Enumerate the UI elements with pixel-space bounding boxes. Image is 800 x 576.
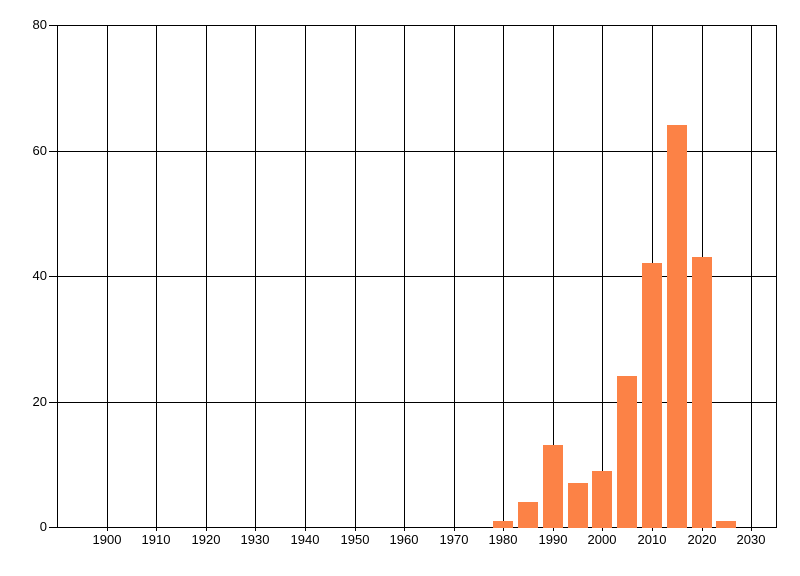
y-axis-tick-label: 20: [32, 394, 47, 409]
bar-2025: [716, 521, 736, 528]
bar-1980: [493, 521, 513, 528]
x-axis-tick-label: 1910: [141, 532, 171, 547]
x-gridline: [602, 25, 603, 531]
x-axis-tick-label: 2010: [637, 532, 667, 547]
x-axis-tick-label: 2020: [687, 532, 717, 547]
x-axis-tick-label: 1930: [240, 532, 270, 547]
bar-2015: [667, 125, 687, 528]
y-axis-tick-label: 60: [32, 143, 47, 158]
x-axis-tick-label: 1940: [290, 532, 320, 547]
bar-1995: [568, 483, 588, 528]
y-axis-tick-label: 80: [32, 17, 47, 32]
x-gridline: [503, 25, 504, 531]
x-gridline: [156, 25, 157, 531]
bar-2000: [592, 471, 612, 528]
x-axis-tick-label: 2000: [587, 532, 617, 547]
x-gridline: [751, 25, 752, 531]
bar-2020: [692, 257, 712, 528]
x-axis-tick-label: 2030: [736, 532, 766, 547]
plot-area: [57, 25, 777, 528]
y-gridline: [49, 402, 776, 403]
bar-1990: [543, 445, 563, 528]
x-gridline: [107, 25, 108, 531]
x-gridline: [404, 25, 405, 531]
x-gridline: [255, 25, 256, 531]
x-gridline: [206, 25, 207, 531]
y-axis-tick-label: 40: [32, 268, 47, 283]
x-axis-tick-label: 1900: [92, 532, 122, 547]
x-gridline: [355, 25, 356, 531]
x-axis-tick-label: 1950: [340, 532, 370, 547]
y-axis-tick-label: 0: [39, 519, 47, 534]
x-axis-tick-label: 1960: [389, 532, 419, 547]
x-axis-tick-label: 1970: [439, 532, 469, 547]
y-gridline: [49, 276, 776, 277]
y-gridline: [49, 151, 776, 152]
x-gridline: [454, 25, 455, 531]
x-axis-tick-label: 1990: [538, 532, 568, 547]
bar-1985: [518, 502, 538, 528]
x-axis-tick-label: 1920: [191, 532, 221, 547]
bar-2005: [617, 376, 637, 528]
x-axis-tick-label: 1980: [488, 532, 518, 547]
bar-2010: [642, 263, 662, 528]
x-gridline: [553, 25, 554, 531]
x-gridline: [305, 25, 306, 531]
